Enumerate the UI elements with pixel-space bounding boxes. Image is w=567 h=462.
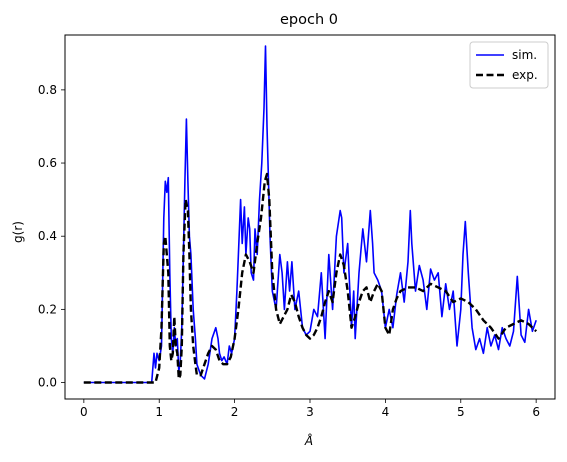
legend: sim. exp. <box>469 41 549 89</box>
series-line-sim <box>83 45 537 384</box>
x-tick-label: 0 <box>80 405 88 419</box>
series-line-exp <box>83 172 538 384</box>
y-tick-label: 0.2 <box>38 302 57 316</box>
x-axis-label: Å <box>304 433 313 448</box>
x-tick-label: 6 <box>532 405 540 419</box>
series-layer <box>83 45 538 384</box>
y-tick-label: 0.8 <box>38 83 57 97</box>
legend-box <box>469 41 549 89</box>
x-tick-label: 3 <box>306 405 314 419</box>
x-tick-label: 1 <box>155 405 163 419</box>
x-axis-ticks: 0 1 2 3 4 5 6 <box>80 399 540 419</box>
x-tick-label: 2 <box>231 405 239 419</box>
y-tick-label: 0.6 <box>38 156 57 170</box>
y-axis-label: g(r) <box>11 221 25 243</box>
chart-title: epoch 0 <box>280 12 338 28</box>
y-tick-label: 0.0 <box>38 376 57 390</box>
x-tick-label: 4 <box>382 405 390 419</box>
legend-label: sim. <box>512 48 537 62</box>
legend-label: exp. <box>512 68 538 82</box>
y-tick-label: 0.4 <box>38 229 57 243</box>
y-axis-ticks: 0.0 0.2 0.4 0.6 0.8 <box>38 83 65 390</box>
x-tick-label: 5 <box>457 405 465 419</box>
